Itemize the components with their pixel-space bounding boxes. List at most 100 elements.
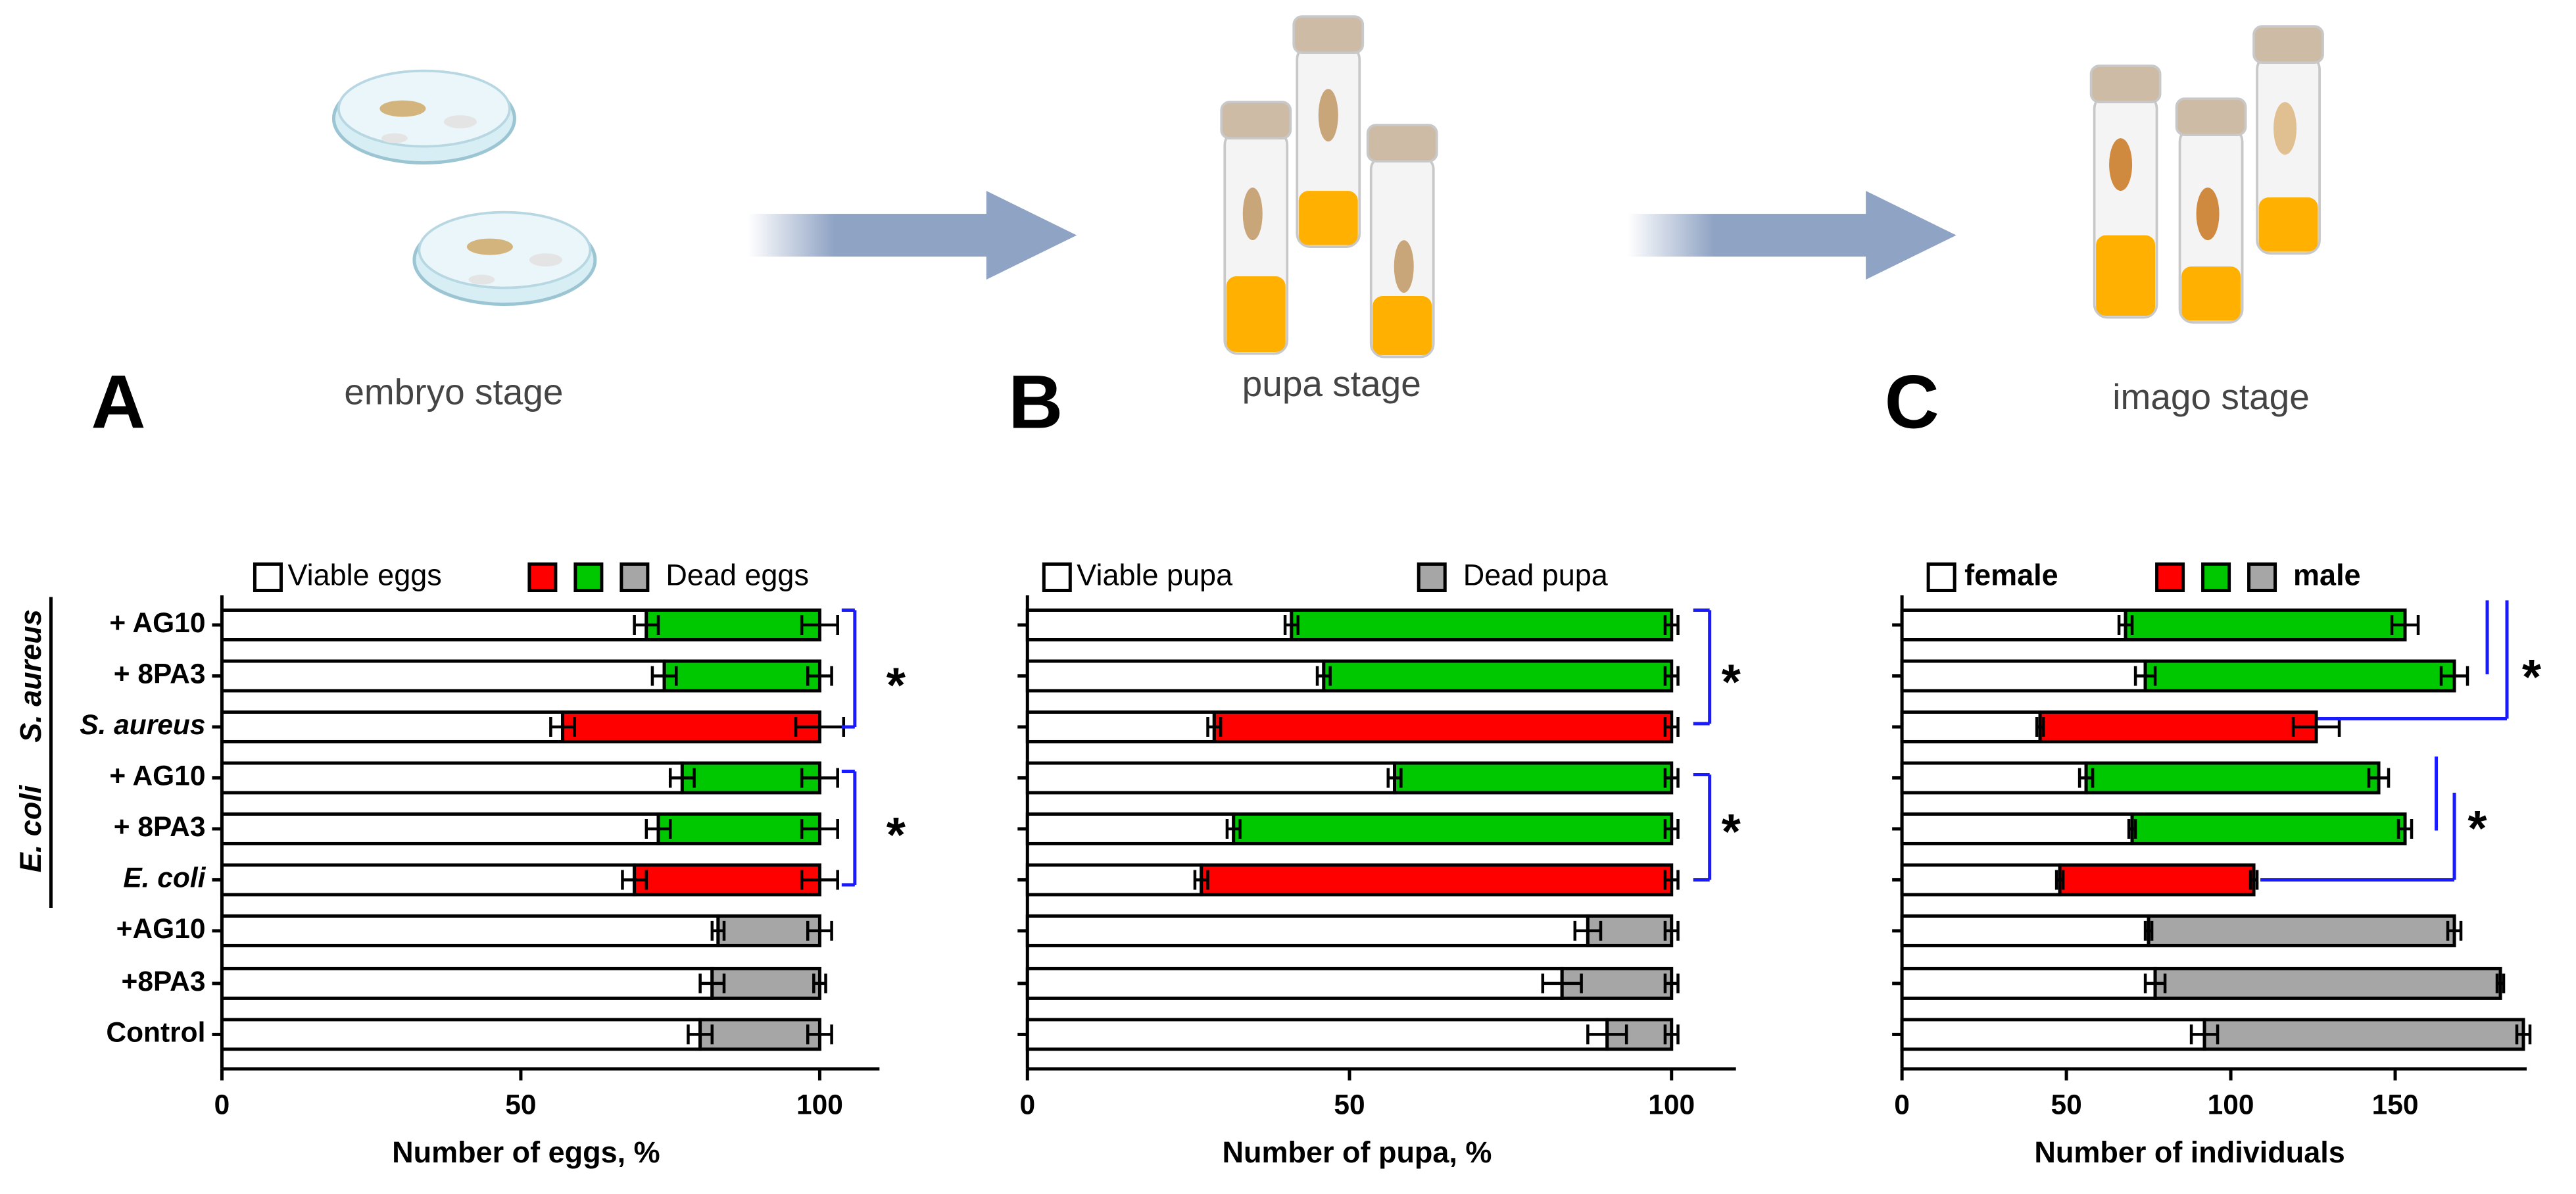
significance-label: * [2467,801,2487,856]
error-bar [806,666,833,686]
error-bar [644,818,672,839]
y-tick-label: + 8PA3 [114,659,206,690]
bar-segment [561,710,821,743]
x-tick-label: 100 [2208,1090,2254,1121]
chart: 0 50 100 Number of eggs, % + AG10 + 8PA3 S. au… [14,558,906,1168]
error-bar [2439,666,2469,686]
bar-segment [2130,812,2407,845]
error-bar [800,870,839,890]
group-label: E. coli [14,784,47,872]
legend-label: Dead eggs [666,558,809,591]
bar-segment [1322,659,1674,693]
chart: 0 50 100 Number of pupa, % Viable pupa Dead p… [1017,558,1741,1169]
legend-swatch [2201,562,2231,593]
x-tick-label: 0 [1894,1090,1910,1121]
bar-segment [1025,761,1397,795]
bar-segment [1200,863,1674,897]
bar-segment [1025,608,1294,641]
error-bar [2078,768,2095,788]
legend-label: Dead pupa [1463,558,1609,591]
error-bar [710,920,726,941]
error-bar [2248,870,2259,890]
error-bar [2390,614,2420,635]
bar-segment [2038,710,2318,743]
bar-segment [2124,608,2407,641]
bar-segment [1025,966,1564,1000]
stage-label: imago stage [2112,376,2310,417]
x-tick-label: 100 [1648,1090,1695,1121]
bar-segment [680,761,821,795]
error-bar [2035,716,2045,737]
x-axis-title: Number of eggs, % [392,1135,660,1169]
legend-swatch [253,562,283,593]
larvae [1242,89,2297,293]
x-tick-label: 0 [1019,1090,1035,1121]
bar-segment [1900,914,2151,947]
legend-swatch [527,562,558,593]
bar-segment [2202,1018,2525,1051]
bar-segment [1900,659,2147,693]
significance-label: * [2522,649,2542,705]
bar-segment [220,608,648,641]
bar-segment [220,966,714,1000]
stage-label: pupa stage [1242,363,1421,404]
error-bar [698,973,726,993]
bar-segment [698,1018,821,1051]
bar-segment [710,966,821,1000]
error-bar [621,870,648,890]
error-bar [2143,973,2167,993]
bar-segment [1025,710,1216,743]
bar-segment [1025,914,1590,947]
x-tick-label: 50 [1334,1090,1365,1121]
bar-segment [644,608,821,641]
bar-segment [2143,659,2456,693]
error-bar [2396,818,2414,839]
error-bar [633,614,660,635]
y-tick-label: + 8PA3 [114,812,206,843]
error-bar [650,666,678,686]
error-bar [2054,870,2065,890]
x-tick-label: 50 [505,1090,536,1121]
error-bar [1206,716,1223,737]
panel-letter: B [1008,360,1063,444]
significance-label: * [887,807,906,862]
legend-label: Viable eggs [287,558,441,591]
legend-swatch [2247,562,2277,593]
petri-dish [331,69,516,165]
x-tick-label: 50 [2051,1090,2081,1121]
bar-segment [1900,1018,2206,1051]
x-axis-title: Number of individuals [2034,1135,2345,1169]
error-bar [1386,768,1403,788]
legend-label: male [2293,558,2361,591]
group-label: S. aureus [14,609,47,743]
x-tick-label: 150 [2372,1090,2419,1121]
error-bar [2143,920,2154,941]
bar-segment [2147,914,2456,947]
y-tick-label: E. coli [123,863,206,894]
bar-segment [2084,761,2381,795]
bar-segment [1025,863,1203,897]
y-tick-label: + AG10 [109,761,205,792]
error-bar [800,818,839,839]
error-bar [2367,768,2391,788]
error-bar [2189,1024,2220,1045]
bar-segment [1900,812,2134,845]
error-bar [2446,920,2463,941]
error-bar [2495,973,2506,993]
bar-segment [2058,863,2256,897]
bar-segment [662,659,821,693]
error-bar [2117,614,2134,635]
error-bar [1541,973,1583,993]
bar-segment [1025,812,1236,845]
bar-segment [1290,608,1674,641]
y-tick-label: + AG10 [109,608,205,639]
error-bar [806,920,833,941]
error-bar [800,768,839,788]
error-bar [1663,1024,1680,1045]
error-bar [1225,818,1242,839]
y-tick-label: Control [106,1018,205,1049]
chart: 0 50 100 150 Number of individuals female male… [1892,558,2542,1169]
error-bar [1663,768,1680,788]
y-tick-label: +8PA3 [122,966,206,997]
